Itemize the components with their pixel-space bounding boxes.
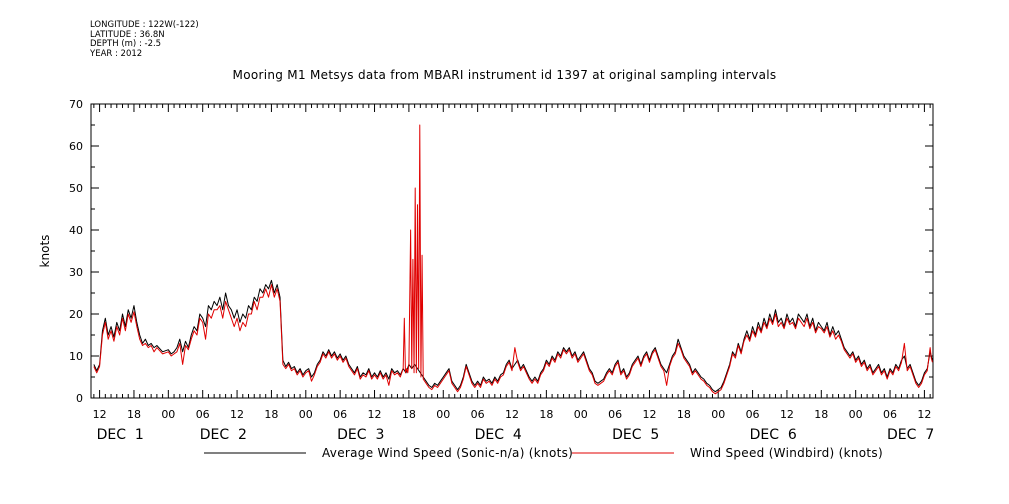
x-hour-label: 18 (539, 408, 553, 421)
depth-text: DEPTH (m) : -2.5 (90, 39, 162, 49)
x-hour-label: 06 (333, 408, 347, 421)
x-hour-label: 06 (883, 408, 897, 421)
x-hour-label: 18 (402, 408, 416, 421)
x-axis: 12 18 00 06 12 18 00 06 12 18 00 06 12 18 00 06 12 18 00 06… (93, 104, 934, 443)
latitude-text: LATITUDE : 36.8N (90, 29, 165, 40)
x-hour-label: 06 (471, 408, 485, 421)
x-hour-label: 00 (574, 408, 588, 421)
x-hour-label: 18 (814, 408, 828, 421)
y-tick-label: 60 (69, 140, 83, 153)
x-hour-label: 18 (677, 408, 691, 421)
x-hour-label: 06 (196, 408, 210, 421)
y-tick-label: 30 (69, 266, 83, 279)
x-hour-label: 00 (849, 408, 863, 421)
year-text: YEAR : 2012 (90, 48, 143, 59)
x-hour-label: 12 (917, 408, 931, 421)
x-day-label: DEC 3 (337, 427, 384, 443)
metadata-block: LONGITUDE : 122W(-122) LATITUDE : 36.8N … (90, 20, 199, 59)
x-hour-label: 18 (127, 408, 141, 421)
longitude-text: LONGITUDE : 122W(-122) (90, 20, 199, 30)
x-day-label: DEC 1 (97, 427, 144, 443)
series-layer (93, 124, 933, 395)
y-tick-label: 0 (76, 392, 83, 405)
x-day-label: DEC 5 (612, 427, 659, 443)
y-tick-label: 50 (69, 182, 83, 195)
chart-title: Mooring M1 Metsys data from MBARI instru… (232, 68, 777, 82)
x-hour-label: 00 (299, 408, 313, 421)
x-hour-label: 00 (436, 408, 450, 421)
series-windbird-line (93, 124, 933, 395)
x-hour-label: 12 (642, 408, 656, 421)
x-hour-label: 12 (505, 408, 519, 421)
y-axis-label: knots (38, 235, 52, 268)
x-hour-label: 12 (368, 408, 382, 421)
y-tick-label: 40 (69, 224, 83, 237)
y-tick-label: 10 (69, 350, 83, 363)
x-hour-label: 00 (161, 408, 175, 421)
legend-label-average: Average Wind Speed (Sonic-n/a) (knots) (322, 446, 574, 460)
y-axis: 0 10 20 30 40 50 60 70 (69, 98, 933, 405)
y-tick-label: 70 (69, 98, 83, 111)
x-day-label: DEC 4 (475, 427, 522, 443)
x-hour-label: 06 (746, 408, 760, 421)
y-tick-label: 20 (69, 308, 83, 321)
x-day-label: DEC 7 (887, 427, 934, 443)
x-hour-label: 18 (264, 408, 278, 421)
x-day-label: DEC 2 (200, 427, 247, 443)
x-hour-label: 12 (230, 408, 244, 421)
legend-label-windbird: Wind Speed (Windbird) (knots) (690, 446, 883, 460)
x-hour-label: 12 (780, 408, 794, 421)
x-hour-label: 00 (711, 408, 725, 421)
series-average-wind-line (93, 279, 933, 393)
x-day-label: DEC 6 (750, 427, 797, 443)
x-hour-label: 06 (608, 408, 622, 421)
plot-frame (90, 103, 934, 399)
x-hour-label: 12 (93, 408, 107, 421)
